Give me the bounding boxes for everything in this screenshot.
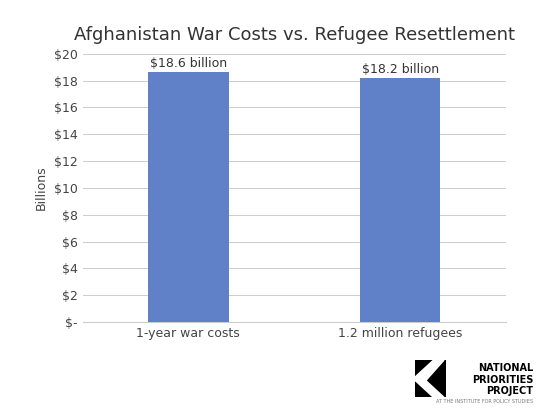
- Text: $18.6 billion: $18.6 billion: [150, 57, 227, 71]
- Text: $18.2 billion: $18.2 billion: [361, 63, 439, 76]
- Title: Afghanistan War Costs vs. Refugee Resettlement: Afghanistan War Costs vs. Refugee Resett…: [74, 26, 515, 44]
- Y-axis label: Billions: Billions: [35, 166, 48, 210]
- Bar: [360, 78, 441, 322]
- Text: NATIONAL
PRIORITIES
PROJECT: NATIONAL PRIORITIES PROJECT: [472, 363, 534, 396]
- Bar: [148, 72, 229, 322]
- Text: AT THE INSTITUTE FOR POLICY STUDIES: AT THE INSTITUTE FOR POLICY STUDIES: [437, 399, 534, 404]
